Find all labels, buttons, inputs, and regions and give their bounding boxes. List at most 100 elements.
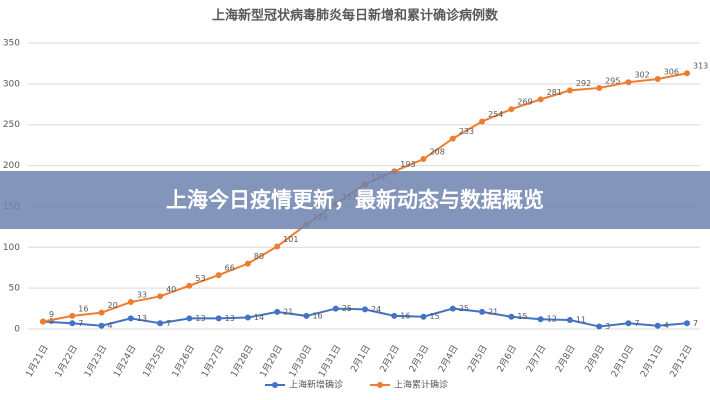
value-label: 21 [488,307,498,316]
value-label: 20 [108,301,118,310]
value-label: 3 [605,322,610,331]
value-label: 306 [664,67,679,76]
point [215,272,222,279]
value-label: 193 [400,160,415,169]
x-tick-label: 1月26日 [170,343,197,379]
x-tick-label: 1月21日 [24,343,51,379]
y-tick-label: 300 [3,79,20,89]
x-tick-label: 1月31日 [316,343,343,379]
point [69,320,76,327]
banner-title: 上海今日疫情更新，最新动态与数据概览 [166,188,544,212]
x-tick-label: 2月7日 [524,343,548,374]
point [566,87,573,94]
y-tick-label: 50 [9,284,21,294]
x-tick-label: 2月4日 [436,343,460,374]
value-label: 7 [78,319,83,328]
point [157,293,164,300]
value-label: 4 [108,321,113,330]
value-label: 13 [225,314,235,323]
x-tick-label: 2月8日 [553,343,577,374]
point [332,305,339,312]
value-label: 66 [225,264,235,273]
point [479,308,486,315]
legend-label: 上海新增确诊 [289,379,343,391]
value-label: 15 [517,312,527,321]
point [537,316,544,323]
point [274,243,281,250]
x-tick-label: 1月25日 [141,343,168,379]
legend-label: 上海累计确诊 [394,379,448,391]
value-label: 16 [400,311,410,320]
point [654,75,661,82]
value-label: 9 [49,317,54,326]
banner [0,171,710,229]
point [684,320,690,327]
point [157,320,164,327]
point [537,96,544,103]
x-tick-label: 2月12日 [668,343,695,379]
point [98,309,105,316]
x-tick-label: 1月30日 [287,343,314,379]
x-tick-label: 2月10日 [609,343,636,379]
point [508,106,515,113]
value-label: 7 [166,319,171,328]
point [244,314,251,321]
value-label: 281 [547,88,562,97]
x-tick-label: 2月9日 [583,343,607,374]
y-tick-label: 350 [3,39,20,49]
point [98,322,105,329]
x-tick-label: 1月27日 [199,343,226,379]
value-label: 7 [634,319,639,328]
point [40,318,46,325]
x-tick-label: 2月1日 [349,343,373,374]
point [449,135,456,142]
point [420,156,427,163]
point [186,315,193,322]
point [596,323,603,330]
y-tick-label: 250 [3,120,20,130]
point [654,322,661,329]
x-tick-label: 1月29日 [258,343,285,379]
value-label: 302 [634,71,649,80]
point [274,308,281,315]
point [127,299,134,306]
value-label: 25 [459,304,469,313]
x-tick-label: 1月23日 [82,343,109,379]
point [391,312,398,319]
value-label: 40 [166,285,176,294]
point [420,313,427,320]
value-label: 24 [371,305,381,314]
value-label: 21 [283,307,293,316]
point [449,305,456,312]
value-label: 292 [576,79,591,88]
value-label: 254 [488,110,503,119]
value-label: 7 [693,319,698,328]
x-tick-label: 2月3日 [407,343,431,374]
value-label: 208 [430,148,445,157]
legend-marker [377,382,383,388]
value-label: 14 [254,313,264,322]
value-label: 53 [195,274,205,283]
value-label: 80 [254,252,264,261]
point [625,79,632,86]
x-tick-label: 2月6日 [495,343,519,374]
point [186,282,193,289]
value-label: 13 [195,314,205,323]
point [127,315,134,322]
x-tick-label: 2月11日 [638,343,665,379]
y-tick-label: 200 [3,161,20,171]
x-tick-label: 1月24日 [111,343,138,379]
chart-title: 上海新型冠状病毒肺炎每日新增和累计确诊病例数 [212,8,499,24]
x-tick-label: 1月22日 [53,343,80,379]
point [625,320,632,327]
point [684,70,690,77]
point [566,317,573,324]
value-label: 15 [430,312,440,321]
x-tick-label: 1月28日 [229,343,256,379]
value-label: 101 [283,235,298,244]
value-label: 4 [664,321,669,330]
point [362,306,368,313]
point [244,260,251,267]
value-label: 16 [78,304,88,313]
